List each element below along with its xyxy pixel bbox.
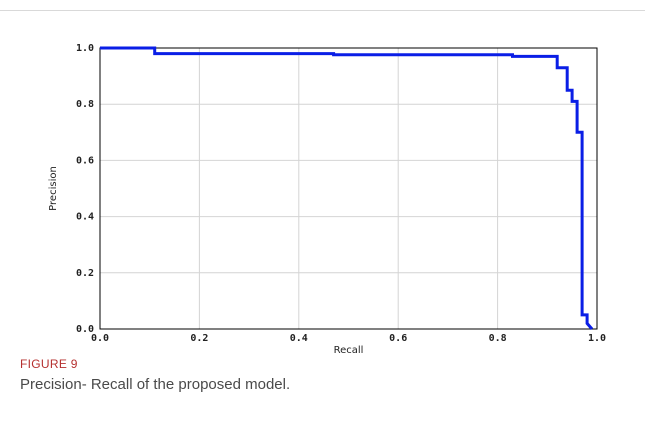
x-axis-label: Recall (334, 345, 364, 355)
grid-lines (99, 47, 598, 330)
y-tick-label: 0.0 (76, 324, 94, 335)
top-rule (0, 10, 645, 11)
y-tick-label: 0.2 (76, 268, 94, 279)
x-tick-label: 0.2 (190, 333, 208, 344)
plot-frame (99, 47, 598, 330)
x-tick-label: 0.8 (489, 333, 507, 344)
y-tick-label: 0.6 (76, 155, 94, 166)
y-tick-label: 0.4 (76, 212, 94, 223)
figure-caption: Precision- Recall of the proposed model. (20, 376, 291, 393)
figure-number: FIGURE 9 (20, 357, 78, 371)
tick-labels: 0.0 0.2 0.4 0.6 0.8 1.0 0.0 0.2 0.4 0.6 0.8 1.0 (76, 43, 606, 344)
pr-curve-line (100, 46, 594, 330)
x-tick-label: 1.0 (588, 333, 606, 344)
y-tick-label: 0.8 (76, 99, 94, 110)
x-tick-label: 0.0 (91, 333, 109, 344)
x-tick-label: 0.4 (290, 333, 308, 344)
x-tick-label: 0.6 (389, 333, 407, 344)
y-axis-label: Precision (48, 166, 59, 211)
y-tick-label: 1.0 (76, 43, 94, 54)
precision-recall-chart: 0.0 0.2 0.4 0.6 0.8 1.0 0.0 0.2 0.4 0.6 0.8 1.0 Rec… (48, 43, 606, 355)
